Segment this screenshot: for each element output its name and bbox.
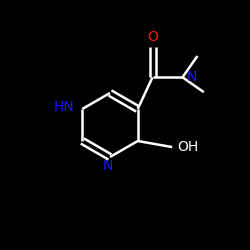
Text: N: N [103, 159, 113, 173]
Text: O: O [147, 30, 158, 44]
Text: HN: HN [54, 100, 75, 114]
Text: OH: OH [178, 140, 199, 154]
Text: N: N [186, 70, 197, 84]
